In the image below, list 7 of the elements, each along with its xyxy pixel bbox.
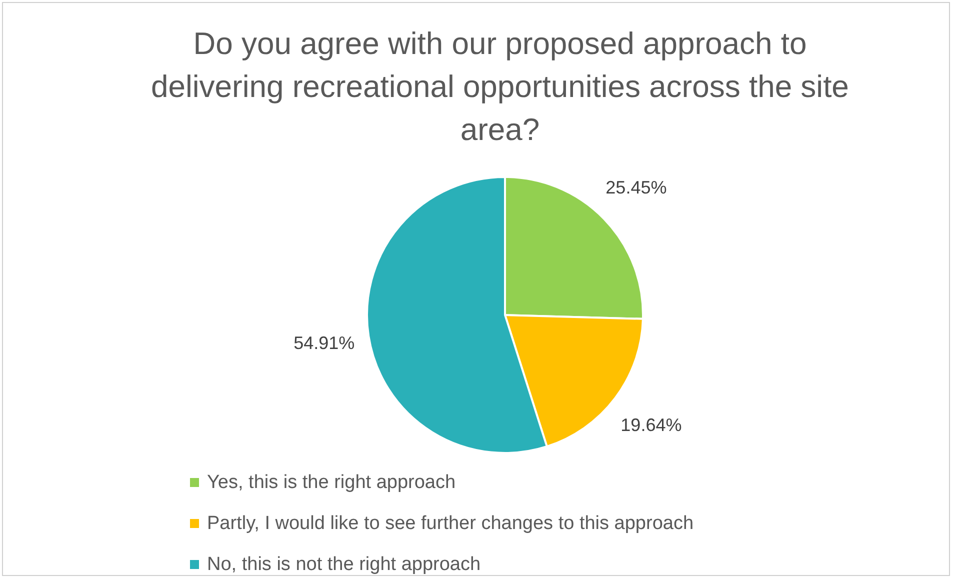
chart-title: Do you agree with our proposed approach to delivering recreational opportunities across the site area?	[150, 25, 850, 149]
data-label: 19.64%	[620, 415, 682, 436]
legend-label: No, this is not the right approach	[207, 554, 481, 576]
legend-label: Yes, this is the right approach	[207, 472, 456, 494]
data-label: 54.91%	[294, 333, 355, 354]
legend-label: Partly, I would like to see further changes to this approach	[207, 512, 694, 534]
data-label: 25.45%	[606, 177, 667, 198]
